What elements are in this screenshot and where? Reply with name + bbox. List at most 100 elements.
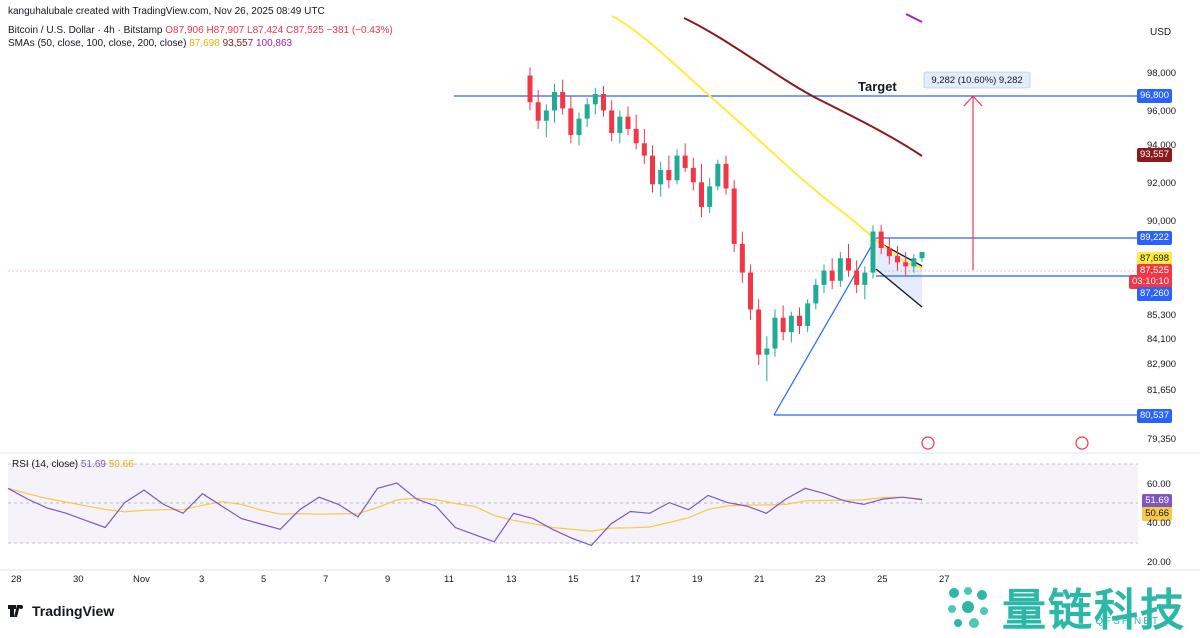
candle-body xyxy=(854,270,860,285)
candle-body xyxy=(543,110,549,121)
rsi-ma-tag: 50.66 xyxy=(1142,507,1172,521)
time-tick: 28 xyxy=(11,574,22,585)
measure-box-text: 9,282 (10.60%) 9,282 xyxy=(931,75,1022,86)
tradingview-logo[interactable]: TradingView xyxy=(8,603,114,619)
rsi-value: 51.69 xyxy=(80,459,106,470)
price-tag-96800: 96,800 xyxy=(1136,89,1172,103)
price-tick: 98,000 xyxy=(1147,68,1177,79)
watermark-text: 量链科技 xyxy=(1002,585,1186,636)
candle-body xyxy=(682,155,688,168)
candle-body xyxy=(650,155,655,185)
candle-body xyxy=(707,186,713,207)
sma200-value: 100,863 xyxy=(255,38,293,49)
ohlc-high: H87,907 xyxy=(206,25,245,36)
candle-body xyxy=(837,258,843,281)
watermark: 量链科技 xyxy=(944,574,1186,638)
time-tick: 11 xyxy=(444,574,454,585)
candle-body xyxy=(813,284,819,304)
candle-body xyxy=(535,102,541,121)
watermark-url: QFSP.NET xyxy=(1095,616,1160,627)
candle-body xyxy=(788,315,794,333)
rsi-line xyxy=(7,482,923,547)
us-flag-icon[interactable] xyxy=(1075,436,1089,450)
candle-body xyxy=(576,118,582,136)
rsi-ma-line xyxy=(7,487,923,532)
tradingview-icon xyxy=(8,605,23,617)
candle-body xyxy=(780,317,786,333)
candle-body xyxy=(609,110,615,134)
ohlc-change: −381 (−0.43%) xyxy=(326,25,393,36)
candle-body xyxy=(764,348,770,355)
time-tick: 27 xyxy=(939,574,950,585)
currency-label[interactable]: USD xyxy=(1150,27,1172,38)
candle-body xyxy=(903,262,909,267)
time-tick: Nov xyxy=(133,574,150,585)
price-tag-current: 87,525 xyxy=(1136,264,1172,278)
price-tag-sma100: 93,557 xyxy=(1136,148,1172,162)
time-tick: 3 xyxy=(199,574,205,585)
rsi-band xyxy=(8,464,1138,543)
price-tick: 90,000 xyxy=(1147,216,1177,227)
time-tick: 30 xyxy=(73,574,84,585)
candle-body xyxy=(552,91,557,111)
rsi-legend[interactable]: RSI (14, close) 51.69 50.66 xyxy=(12,459,134,470)
candle-body xyxy=(731,188,737,244)
sma-legend[interactable]: SMAs (50, close, 100, close, 200, close)… xyxy=(8,38,292,49)
ohlc-close: C87,525 xyxy=(285,25,324,36)
rsi-tick: 60.00 xyxy=(1147,479,1171,490)
candle-body xyxy=(584,104,590,119)
time-tick: 17 xyxy=(630,574,641,585)
sma-label: SMAs (50, close, 100, close, 200, close) xyxy=(8,38,187,49)
candle-body xyxy=(805,303,811,326)
rsi-ma-value: 50.66 xyxy=(108,459,134,470)
price-tick: 92,000 xyxy=(1147,178,1177,189)
time-tick: 25 xyxy=(877,574,888,585)
price-tag-sma50: 87,698 xyxy=(1136,252,1172,266)
sma200-line xyxy=(905,13,923,23)
sma100-value: 93,557 xyxy=(222,38,254,49)
rsi-tick: 20.00 xyxy=(1147,557,1171,568)
sma50-line xyxy=(611,15,923,269)
flag-lower xyxy=(875,268,923,308)
tradingview-text: TradingView xyxy=(32,603,115,619)
candle-body xyxy=(821,270,827,285)
price-tag-80537: 80,537 xyxy=(1136,409,1172,423)
candle-body xyxy=(666,169,672,181)
us-flag-icon[interactable] xyxy=(921,436,935,450)
creator-line: kanguhalubale created with TradingView.c… xyxy=(8,6,325,17)
candle-body xyxy=(846,258,851,271)
candle-body xyxy=(756,309,762,355)
time-tick: 15 xyxy=(568,574,579,585)
sma50-value: 87,698 xyxy=(189,38,220,49)
candle-body xyxy=(739,243,745,273)
candles xyxy=(527,67,925,382)
candle-body xyxy=(690,167,696,183)
candle-body xyxy=(560,91,566,109)
candle-body xyxy=(723,163,729,189)
candle-body xyxy=(895,256,900,263)
candle-body xyxy=(658,169,664,185)
target-arrowhead xyxy=(963,95,983,107)
candle-body xyxy=(748,272,753,310)
price-tick: 96,000 xyxy=(1147,106,1177,117)
candle-body xyxy=(641,143,647,156)
time-tick: 23 xyxy=(815,574,826,585)
measure-box xyxy=(923,71,1031,89)
candle-body xyxy=(870,231,876,273)
candle-body xyxy=(674,155,680,181)
symbol-legend[interactable]: Bitcoin / U.S. Dollar · 4h · Bitstamp O8… xyxy=(8,25,393,36)
candle-body xyxy=(568,108,574,136)
price-tick: 85,300 xyxy=(1147,310,1177,321)
rsi-value-tag: 51.69 xyxy=(1142,494,1172,508)
price-tick: 79,350 xyxy=(1147,434,1177,445)
candle-body xyxy=(878,231,884,248)
candle-body xyxy=(911,258,917,267)
price-tick: 82,900 xyxy=(1147,359,1177,370)
candle-body xyxy=(633,128,639,144)
ohlc-open: O87,906 xyxy=(165,25,204,36)
price-tick: 84,100 xyxy=(1147,334,1177,345)
candle-body xyxy=(617,116,623,134)
candle-body xyxy=(715,163,721,187)
candle-body xyxy=(829,270,835,281)
